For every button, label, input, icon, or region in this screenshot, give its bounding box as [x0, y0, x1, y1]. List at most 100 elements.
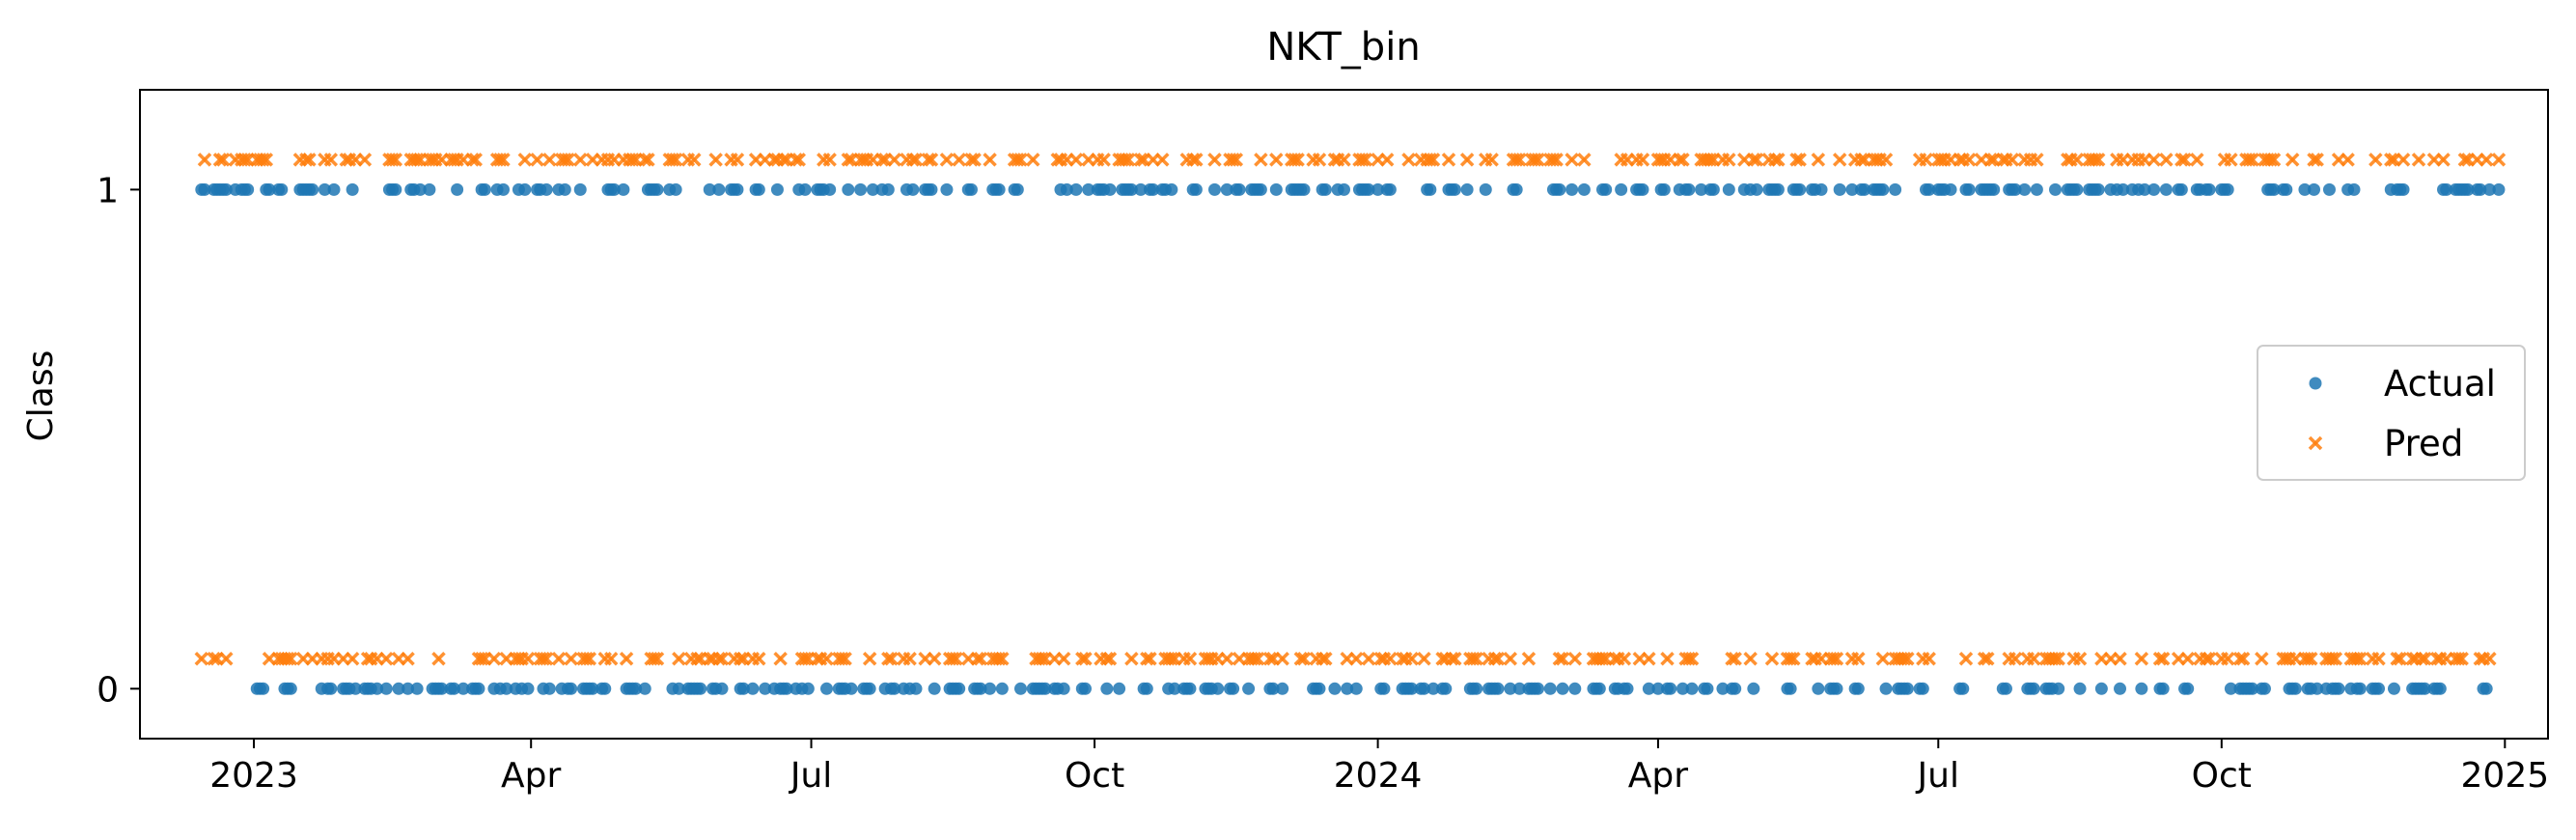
pred-point — [730, 153, 745, 167]
actual-point — [2482, 182, 2496, 196]
actual-point — [586, 682, 599, 695]
actual-point — [1165, 182, 1178, 196]
pred-point — [1404, 652, 1419, 666]
actual-point — [1233, 182, 1246, 196]
pred-point — [2026, 652, 2041, 666]
plot-area — [139, 89, 2549, 740]
pred-point — [1426, 153, 1441, 167]
actual-point — [1220, 182, 1233, 196]
legend-frame — [2257, 345, 2526, 481]
pred-point — [564, 652, 578, 666]
pred-point — [1075, 652, 1090, 666]
pred-point — [983, 153, 997, 167]
actual-point — [2221, 182, 2234, 196]
actual-point — [2008, 182, 2022, 196]
pred-point — [1469, 652, 1483, 666]
pred-point — [2177, 153, 2192, 167]
actual-point — [1793, 182, 1807, 196]
actual-point — [2479, 682, 2493, 695]
pred-point — [302, 153, 317, 167]
pred-point — [1290, 153, 1305, 167]
pred-point — [970, 652, 985, 666]
pred-point — [1269, 153, 1284, 167]
x-tick-label: Jul — [789, 756, 832, 796]
pred-point — [1401, 153, 1416, 167]
pred-point — [690, 652, 705, 666]
pred-point — [299, 153, 314, 167]
actual-point — [1211, 682, 1225, 695]
actual-point — [1716, 682, 1730, 695]
actual-point — [842, 182, 855, 196]
pred-point — [1293, 652, 1309, 666]
pred-point — [1226, 153, 1240, 167]
x-tick-label: 2024 — [1334, 756, 1423, 796]
actual-point — [1448, 182, 1461, 196]
actual-point — [1999, 682, 2012, 695]
pred-point — [908, 153, 924, 167]
actual-point — [2091, 182, 2105, 196]
pred-point — [841, 153, 856, 167]
pred-point — [1383, 652, 1398, 666]
y-axis: 01 — [97, 171, 140, 710]
pred-point — [1026, 153, 1040, 167]
actual-point — [2117, 182, 2130, 196]
pred-point — [1503, 652, 1518, 666]
actual-point — [558, 182, 571, 196]
pred-point — [1220, 652, 1234, 666]
pred-point — [558, 153, 572, 167]
pred-point — [542, 153, 557, 167]
pred-point — [939, 153, 955, 167]
pred-point — [2202, 652, 2217, 666]
actual-point — [866, 182, 879, 196]
actual-point — [1664, 682, 1677, 695]
pred-point — [1676, 153, 1690, 167]
actual-point — [2372, 682, 2386, 695]
x-tick-label: 2023 — [209, 756, 298, 796]
pred-point — [887, 153, 901, 167]
pred-point — [714, 652, 730, 666]
actual-point — [863, 682, 876, 695]
actual-point — [1568, 682, 1582, 695]
actual-point — [306, 182, 319, 196]
pred-point — [905, 153, 921, 167]
pred-point — [2285, 153, 2300, 167]
actual-point — [1599, 182, 1613, 196]
pred-point — [1703, 153, 1718, 167]
pred-point — [1296, 652, 1312, 666]
pred-point — [1546, 153, 1561, 167]
pred-point — [1121, 153, 1136, 167]
actual-point — [1771, 182, 1785, 196]
pred-point — [1555, 652, 1570, 666]
pred-point — [949, 652, 963, 666]
pred-point — [2341, 153, 2355, 167]
actual-point — [1183, 682, 1197, 695]
actual-point — [1685, 682, 1699, 695]
actual-point — [318, 182, 331, 196]
pred-point — [1337, 153, 1351, 167]
pred-point — [2190, 153, 2204, 167]
pred-point — [2482, 652, 2497, 666]
pred-point — [708, 153, 723, 167]
pred-point — [284, 652, 298, 666]
y-tick-label: 0 — [97, 670, 119, 710]
actual-point — [2135, 682, 2148, 695]
pred-point — [1490, 652, 1506, 666]
pred-point — [952, 153, 966, 167]
pred-point — [2147, 153, 2161, 167]
pred-point — [2174, 153, 2189, 167]
actual-point — [1269, 182, 1283, 196]
pred-point — [465, 153, 480, 167]
pred-point — [921, 153, 936, 167]
pred-point — [1878, 153, 1894, 167]
pred-point — [2242, 153, 2257, 167]
pred-point — [1746, 153, 1761, 167]
actual-point — [974, 682, 987, 695]
actual-point — [2018, 182, 2032, 196]
pred-point — [1832, 153, 1847, 167]
actual-point — [983, 682, 997, 695]
actual-point — [1147, 182, 1160, 196]
actual-point — [379, 682, 393, 695]
pred-point — [1250, 652, 1265, 666]
pred-point — [2310, 153, 2324, 167]
